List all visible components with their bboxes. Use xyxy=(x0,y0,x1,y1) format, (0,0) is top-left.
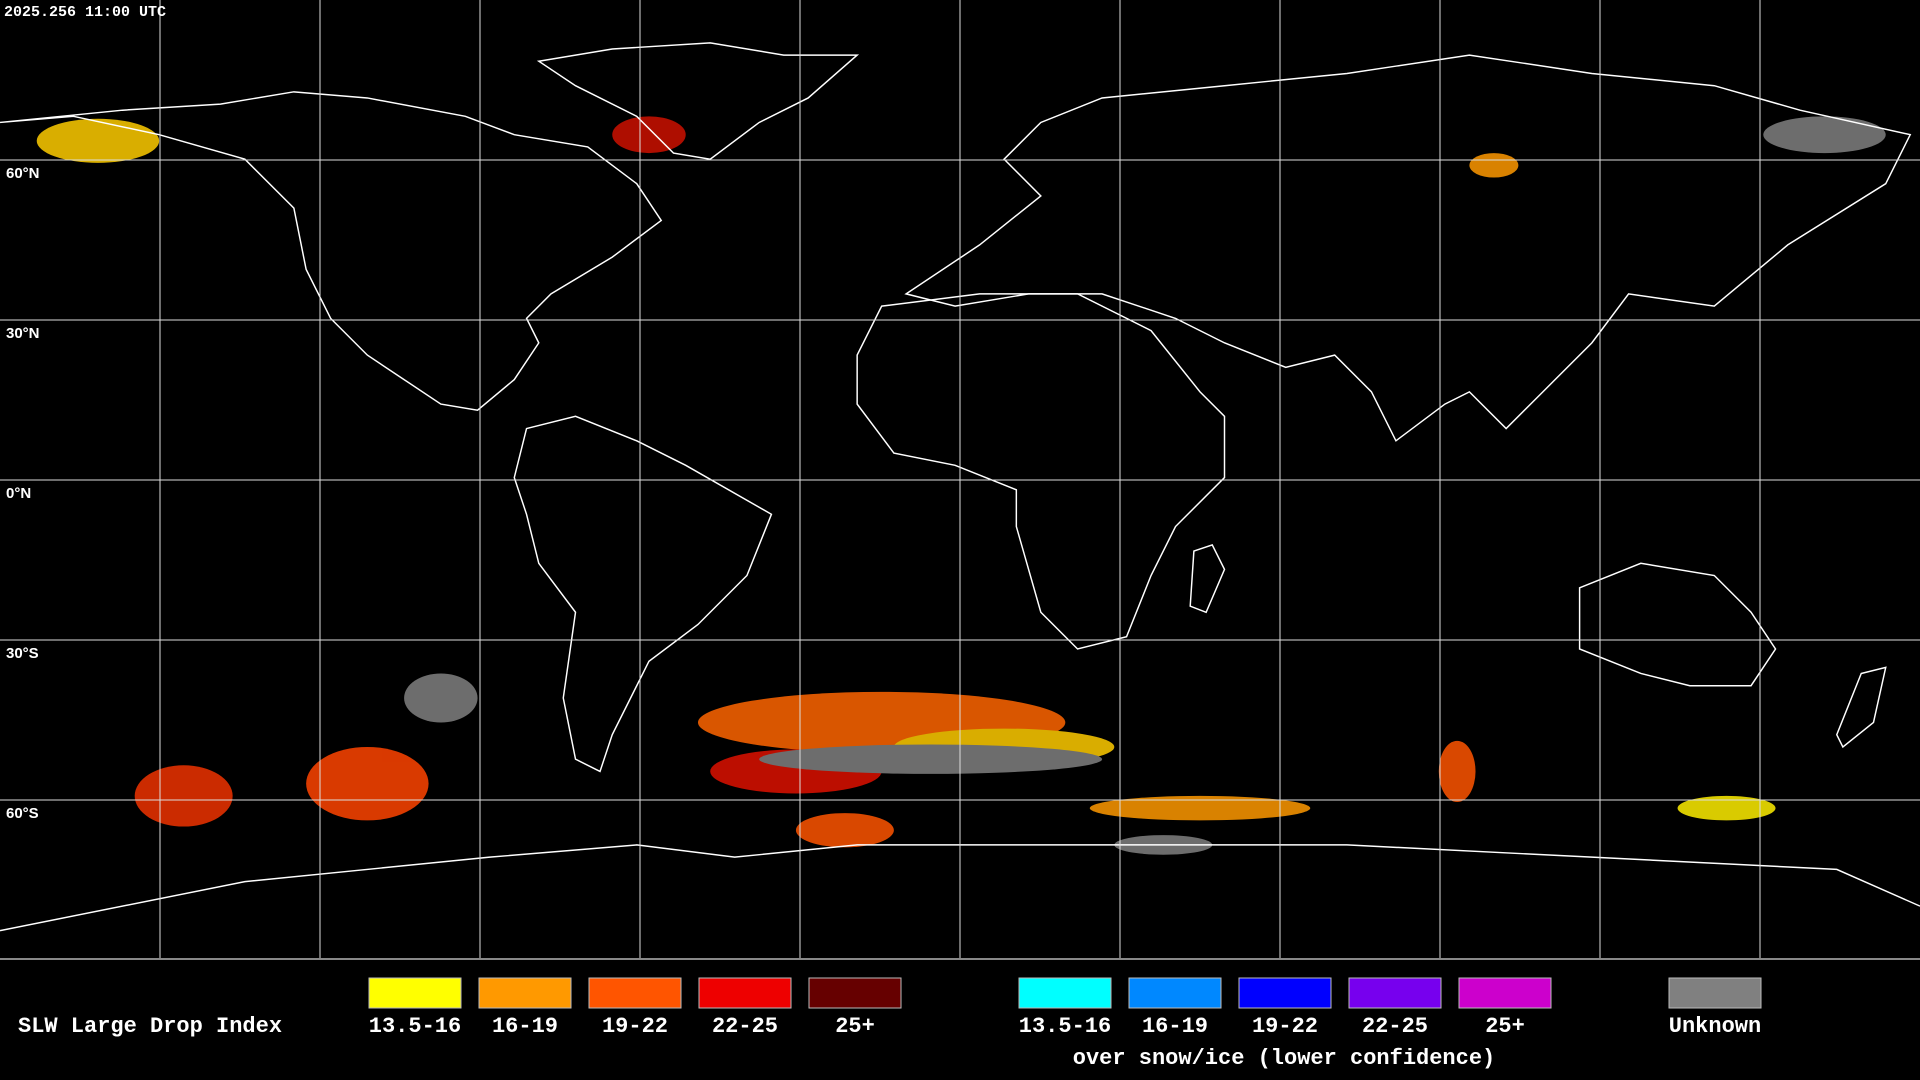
latitude-label: 30°S xyxy=(6,645,39,662)
legend-label: 19-22 xyxy=(1252,1014,1318,1039)
legend-swatch xyxy=(588,977,682,1009)
legend-swatch xyxy=(1668,977,1762,1009)
legend-swatch xyxy=(1348,977,1442,1009)
legend-swatch xyxy=(1458,977,1552,1009)
legend-label: 16-19 xyxy=(492,1014,558,1039)
latitude-label: 60°N xyxy=(6,165,40,182)
latitude-label: 0°N xyxy=(6,485,31,502)
legend-label: 22-25 xyxy=(1362,1014,1428,1039)
legend-title: SLW Large Drop Index xyxy=(18,1014,282,1039)
graticule xyxy=(0,0,1920,958)
cloud-fields xyxy=(36,116,1886,855)
legend-label: 16-19 xyxy=(1142,1014,1208,1039)
legend-swatch xyxy=(1128,977,1222,1009)
legend-note: over snow/ice (lower confidence) xyxy=(1073,1046,1495,1071)
legend-label: Unknown xyxy=(1669,1014,1761,1039)
legend-swatch xyxy=(478,977,572,1009)
legend-label: 19-22 xyxy=(602,1014,668,1039)
legend-label: 25+ xyxy=(1485,1014,1525,1039)
legend-swatch xyxy=(698,977,792,1009)
legend-label: 25+ xyxy=(835,1014,875,1039)
legend-divider xyxy=(0,958,1920,960)
latitude-label: 60°S xyxy=(6,805,39,822)
coastlines xyxy=(0,42,1920,932)
legend-label: 22-25 xyxy=(712,1014,778,1039)
latitude-label: 30°N xyxy=(6,325,40,342)
legend-swatch xyxy=(1238,977,1332,1009)
map xyxy=(0,42,1920,932)
legend-swatch xyxy=(368,977,462,1009)
legend-swatch xyxy=(808,977,902,1009)
timestamp: 2025.256 11:00 UTC xyxy=(4,4,166,21)
legend-label: 13.5-16 xyxy=(369,1014,461,1039)
legend-label: 13.5-16 xyxy=(1019,1014,1111,1039)
legend-swatch xyxy=(1018,977,1112,1009)
